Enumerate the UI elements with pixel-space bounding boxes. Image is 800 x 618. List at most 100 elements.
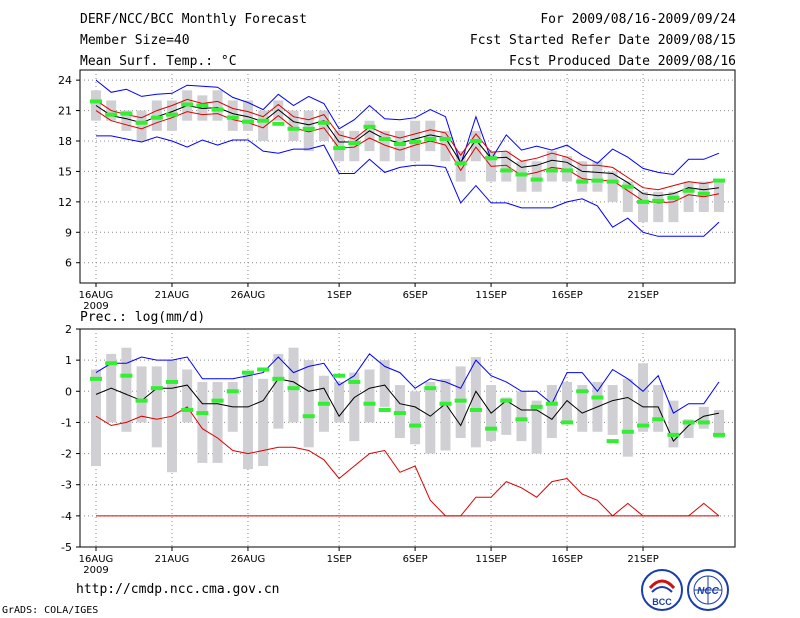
prec-series-max: [95, 353, 720, 414]
temp-member-mark: [150, 115, 163, 120]
temp-member-mark: [606, 179, 619, 184]
temp-series-upper: [95, 98, 720, 191]
prec-member-mark: [241, 370, 254, 375]
temp-member-mark: [530, 177, 543, 182]
prec-ensemble-box: [212, 381, 223, 463]
prec-xtick-label: 21SEP: [627, 554, 658, 565]
temp-ensemble-box: [242, 100, 253, 131]
temp-ensemble-box: [334, 130, 345, 162]
prec-ensemble-box: [546, 385, 557, 438]
prec-member-mark: [424, 386, 437, 391]
prec-member-mark: [150, 386, 163, 391]
prec-member-mark: [530, 404, 543, 409]
prec-member-mark: [90, 376, 102, 381]
temp-member-mark: [515, 172, 528, 177]
prec-xtick-label: 11SEP: [475, 554, 506, 565]
temp-member-mark: [257, 118, 270, 123]
temp-member-mark: [272, 121, 285, 126]
temp-member-mark: [363, 124, 376, 129]
temp-ensemble-box: [516, 161, 527, 192]
temp-member-mark: [393, 142, 406, 147]
temp-member-mark: [165, 112, 178, 117]
temp-ensemble-box: [638, 191, 649, 223]
prec-member-mark: [226, 389, 239, 394]
prec-member-mark: [591, 395, 604, 400]
temp-member-mark: [90, 99, 102, 104]
prec-ensemble-box: [258, 378, 269, 467]
prec-series-lower: [95, 406, 720, 517]
ncc-logo-text: NCC: [697, 586, 719, 597]
prec-member-mark: [272, 376, 285, 381]
prec-member-mark: [454, 398, 467, 403]
temp-member-mark: [302, 126, 315, 131]
temp-member-mark: [241, 119, 254, 124]
header-forecast-period: For 2009/08/16-2009/09/24: [540, 12, 736, 27]
temp-member-mark: [682, 188, 695, 193]
prec-ensemble-box: [288, 347, 299, 423]
prec-ensemble-box: [501, 397, 512, 435]
temp-member-mark: [637, 199, 650, 204]
temp-ensemble-box: [258, 110, 269, 141]
prec-year-label: 2009: [83, 565, 108, 576]
temp-ensemble-box: [121, 110, 132, 131]
header-left: DERF/NCC/BCC Monthly Forecast Member Siz…: [80, 12, 307, 75]
prec-member-mark: [409, 423, 422, 428]
prec-member-mark: [287, 386, 300, 391]
prec-plot-frame: [79, 328, 736, 548]
temp-member-mark: [181, 102, 194, 107]
prec-ensemble-box: [91, 369, 101, 467]
temp-ensemble-box: [349, 130, 360, 162]
prec-member-mark: [652, 417, 665, 422]
temp-ensemble-box: [607, 171, 618, 202]
prec-ensemble-box: [683, 419, 694, 438]
prec-member-mark: [576, 389, 589, 394]
prec-member-mark: [393, 411, 406, 416]
temp-xtick-label: 6SEP: [403, 290, 428, 301]
prec-ensemble-box: [364, 369, 375, 423]
prec-xtick-label: 1SEP: [327, 554, 352, 565]
prec-xtick-label: 6SEP: [403, 554, 428, 565]
bcc-logo: BCC: [641, 569, 683, 611]
prec-ensemble-box: [531, 400, 542, 454]
prec-member-mark: [211, 398, 224, 403]
header-model-title: DERF/NCC/BCC Monthly Forecast: [80, 12, 307, 27]
prec-member-mark: [515, 417, 528, 422]
temp-ensemble-box: [455, 151, 466, 182]
prec-ytick-label: -3: [61, 479, 72, 492]
prec-member-mark: [120, 373, 133, 378]
prec-member-mark: [545, 401, 558, 406]
prec-ytick-label: 2: [65, 323, 72, 336]
temp-member-mark: [211, 107, 224, 112]
prec-ensemble-box: [379, 360, 390, 407]
prec-member-mark: [302, 414, 315, 419]
temp-member-mark: [485, 156, 498, 161]
temp-ensemble-box: [379, 130, 390, 162]
temp-member-mark: [135, 120, 148, 125]
prec-ensemble-box: [182, 369, 193, 423]
temp-member-mark: [424, 136, 437, 141]
temp-ensemble-box: [440, 130, 451, 162]
source-url: http://cmdp.ncc.cma.gov.cn: [76, 582, 280, 597]
temp-ensemble-box: [394, 130, 405, 162]
prec-ensemble-box: [425, 381, 436, 454]
temp-member-mark: [333, 146, 346, 151]
temp-ensemble-box: [136, 110, 147, 141]
prec-ensemble-box: [121, 347, 132, 432]
temp-series-min: [96, 135, 720, 237]
prec-member-mark: [439, 401, 452, 406]
prec-member-mark: [713, 432, 725, 437]
temp-xtick-label: 11SEP: [475, 290, 506, 301]
grads-credit: GrADS: COLA/IGES: [2, 605, 99, 616]
temp-year-label: 2009: [83, 301, 108, 312]
prec-ensemble-box: [349, 372, 360, 442]
prec-member-mark: [105, 361, 118, 366]
prec-ensemble-box: [334, 381, 345, 423]
prec-member-mark: [637, 423, 650, 428]
temp-member-mark: [317, 120, 330, 125]
prec-member-mark: [165, 379, 178, 384]
temp-ytick-label: 21: [58, 105, 72, 118]
temp-ensemble-box: [531, 161, 542, 192]
prec-ensemble-box: [668, 400, 679, 448]
prec-ensemble-box: [622, 378, 633, 457]
temp-ensemble-box: [501, 151, 512, 182]
